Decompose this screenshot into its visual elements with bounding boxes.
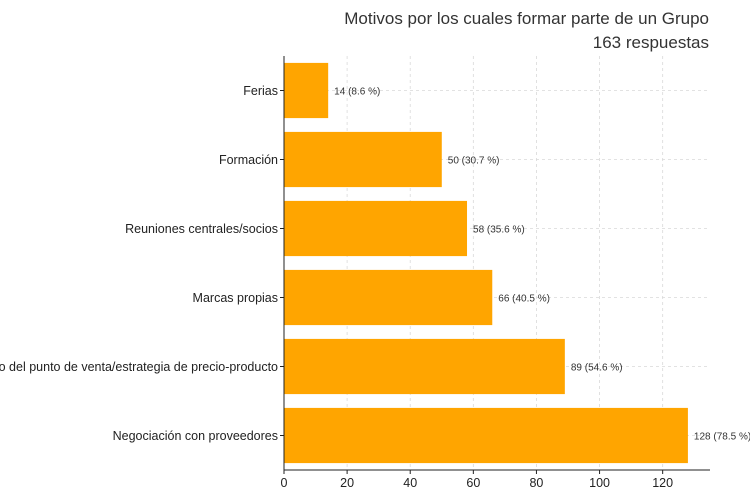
x-tick-label: 100 [589, 476, 610, 490]
bar [284, 338, 565, 395]
bar [284, 407, 688, 464]
data-label: 58 (35.6 %) [473, 225, 525, 236]
data-label: 66 (40.5 %) [498, 294, 550, 305]
category-label: Negociación con proveedores [113, 429, 278, 443]
category-label: Marcas propias [193, 291, 278, 305]
category-label: Formación [219, 153, 278, 167]
bar [284, 131, 442, 188]
bar [284, 269, 493, 326]
x-tick-label: 80 [529, 476, 543, 490]
category-label: Reuniones centrales/socios [125, 222, 278, 236]
category-label: Ferias [243, 84, 278, 98]
x-tick-label: 20 [340, 476, 354, 490]
labels: 0 20 40 60 80 100 120 Ferias 14 (8.6 %) Formación… [0, 84, 750, 490]
bar [284, 200, 468, 257]
category-label: Desarrollo del punto de venta/estrategia… [0, 360, 278, 374]
x-tick-label: 60 [466, 476, 480, 490]
bar [284, 62, 329, 119]
data-label: 14 (8.6 %) [334, 87, 380, 98]
data-label: 128 (78.5 %) [694, 432, 750, 443]
x-tick-label: 120 [652, 476, 673, 490]
x-tick-label: 40 [403, 476, 417, 490]
chart-title: Motivos por los cuales formar parte de u… [344, 9, 709, 28]
data-label: 50 (30.7 %) [448, 156, 500, 167]
chart-subtitle: 163 respuestas [593, 33, 709, 52]
x-tick-label: 0 [281, 476, 288, 490]
bars [284, 62, 688, 464]
data-label: 89 (54.6 %) [571, 363, 623, 374]
